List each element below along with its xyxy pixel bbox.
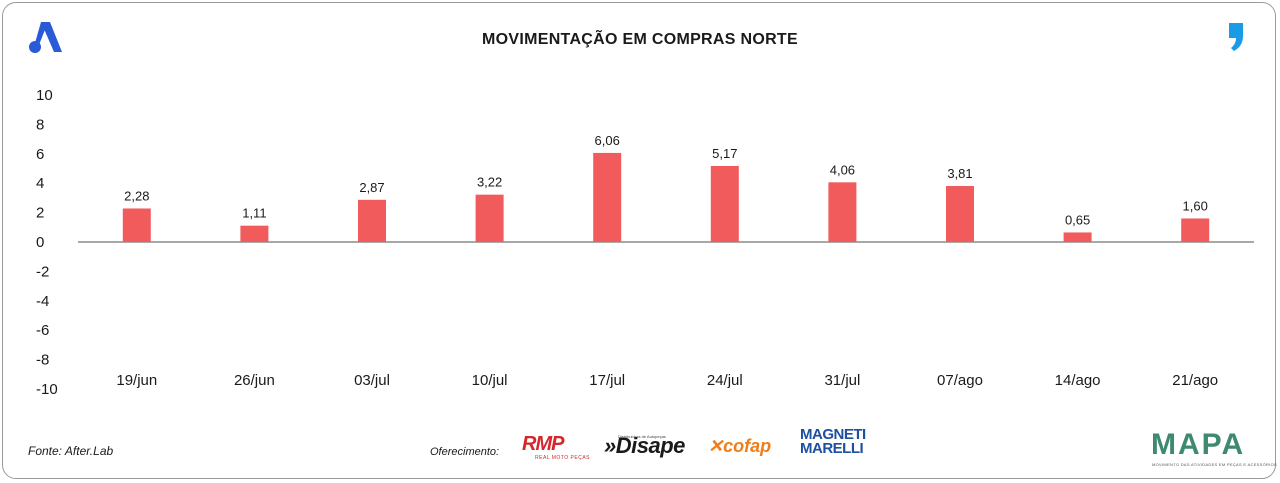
y-tick-label: 2 — [36, 205, 44, 222]
x-tick-label: 17/jul — [589, 372, 625, 389]
bar-10-jul — [475, 194, 504, 242]
bar-07-ago — [946, 185, 974, 242]
quote-mark-icon — [1228, 22, 1252, 57]
bar-14-ago — [1063, 232, 1092, 242]
x-axis-labels: 19/jun 26/jun 03/jul 10/jul 17/jul 24/jul 31/j… — [116, 372, 1218, 389]
y-axis-ticks: 10 8 6 4 2 0 -2 -4 -6 -8 -10 — [36, 87, 58, 398]
bar-17-jul — [593, 152, 622, 242]
mapa-logo: MAPA — [1151, 428, 1246, 461]
x-tick-label: 14/ago — [1055, 372, 1101, 389]
data-label: 3,22 — [477, 175, 502, 190]
y-tick-label: 10 — [36, 87, 53, 104]
data-label: 3,81 — [947, 166, 972, 181]
after-lab-logo-icon — [28, 20, 64, 59]
bar-21-ago — [1181, 218, 1210, 242]
data-label: 4,06 — [830, 162, 855, 177]
data-label: 1,11 — [242, 206, 266, 221]
magneti-line: MAGNETI — [800, 426, 866, 443]
rmp-logo: RMP — [522, 433, 564, 455]
y-tick-label: 6 — [36, 146, 44, 163]
bar-31-jul — [828, 182, 857, 242]
y-tick-label: -4 — [36, 293, 49, 310]
data-label: 6,06 — [595, 133, 620, 148]
chart-title: MOVIMENTAÇÃO EM COMPRAS NORTE — [482, 31, 798, 48]
x-tick-label: 24/jul — [707, 372, 743, 389]
marelli-line: MARELLI — [800, 440, 864, 457]
y-tick-label: 4 — [36, 175, 44, 192]
data-label: 1,60 — [1183, 198, 1208, 213]
cofap-logo-text: cofap — [723, 436, 772, 456]
y-tick-label: -8 — [36, 352, 49, 369]
source-note: Fonte: After.Lab — [28, 444, 114, 458]
x-tick-label: 19/jun — [116, 372, 157, 389]
x-tick-label: 03/jul — [354, 372, 390, 389]
rmp-logo-subtitle: REAL MOTO PEÇAS — [535, 455, 591, 461]
magneti-marelli-logo: MAGNETI MARELLI — [800, 426, 866, 457]
x-tick-label: 26/jun — [234, 372, 275, 389]
x-tick-label: 21/ago — [1172, 372, 1218, 389]
cofap-logo: ✕cofap — [708, 436, 771, 457]
y-tick-label: -10 — [36, 381, 58, 398]
x-tick-label: 10/jul — [472, 372, 508, 389]
data-label: 5,17 — [712, 146, 737, 161]
data-label: 2,28 — [124, 188, 149, 203]
offer-label: Oferecimento: — [430, 446, 500, 458]
mapa-logo-subtitle: MOVIMENTO DAS ATIVIDADES EM PEÇAS E ACES… — [1152, 462, 1278, 467]
x-tick-label: 31/jul — [824, 372, 860, 389]
disape-logo: »Disape — [604, 433, 685, 458]
data-label: 0,65 — [1065, 212, 1090, 227]
data-label: 2,87 — [359, 180, 384, 195]
bar-19-jun — [122, 208, 151, 242]
bar-series — [122, 152, 1210, 242]
data-labels: 2,28 1,11 2,87 3,22 6,06 5,17 4,06 3,81 0,65 1,60 — [124, 133, 1208, 228]
y-tick-label: -6 — [36, 322, 49, 339]
x-tick-label: 07/ago — [937, 372, 983, 389]
bar-24-jul — [710, 166, 739, 242]
bar-03-jul — [358, 199, 386, 242]
y-tick-label: 8 — [36, 116, 44, 133]
disape-logo-subtitle: Distribuidora de Autopeças — [618, 434, 666, 439]
y-tick-label: 0 — [36, 234, 44, 251]
cofap-x-icon: ✕ — [708, 436, 724, 456]
y-tick-label: -2 — [36, 263, 49, 280]
bar-26-jun — [240, 225, 269, 242]
